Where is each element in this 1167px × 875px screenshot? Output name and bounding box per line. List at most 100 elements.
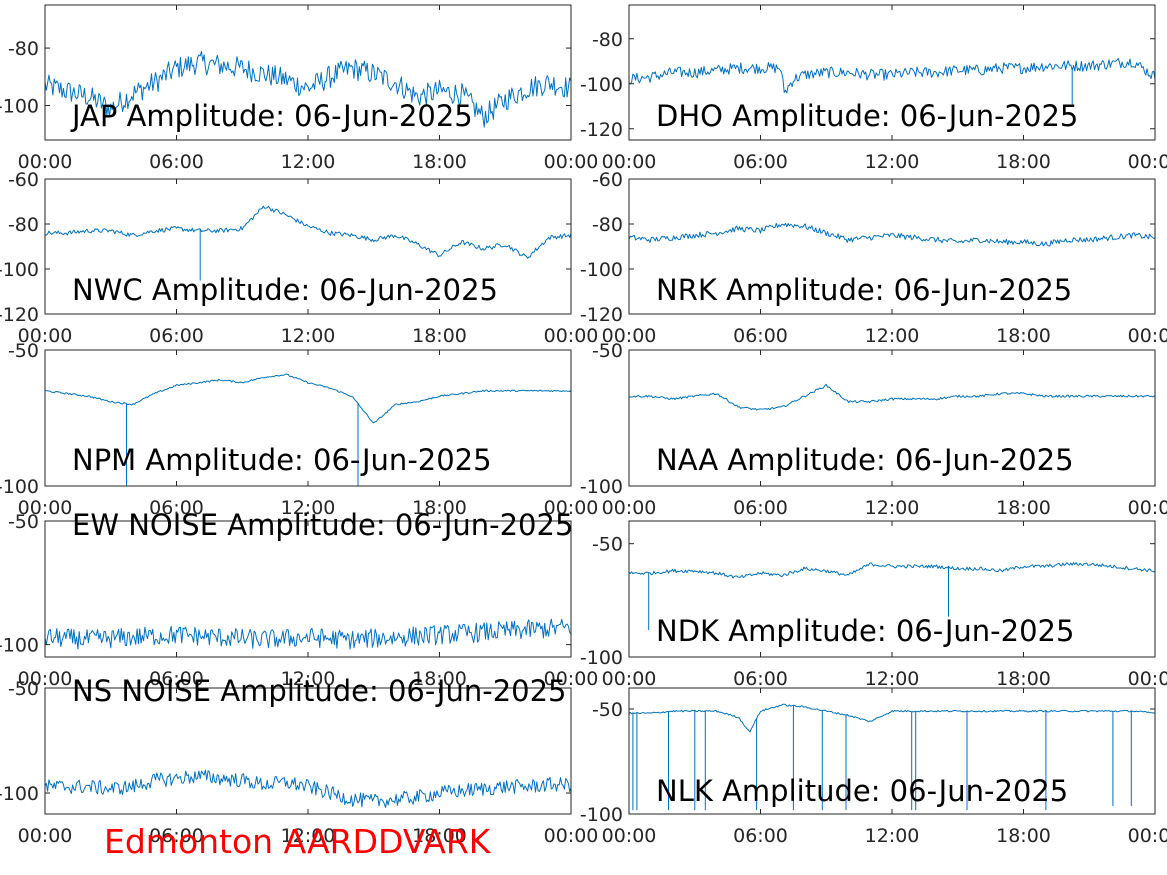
x-tick-label: 18:00 bbox=[996, 325, 1051, 347]
x-tick-label: 00:00 bbox=[1128, 151, 1167, 173]
y-tick-label: -100 bbox=[0, 259, 39, 281]
series-line bbox=[45, 373, 571, 486]
x-tick-label: 00:00 bbox=[602, 668, 657, 690]
panel-title: NDK Amplitude: 06-Jun-2025 bbox=[656, 614, 1074, 648]
y-tick-label: -100 bbox=[580, 476, 623, 498]
series-line bbox=[45, 205, 571, 281]
x-tick-label: 18:00 bbox=[996, 151, 1051, 173]
y-tick-label: -80 bbox=[8, 214, 39, 236]
x-tick-label: 18:00 bbox=[996, 825, 1051, 847]
x-tick-label: 06:00 bbox=[733, 325, 788, 347]
x-tick-label: 06:00 bbox=[149, 151, 204, 173]
footer-station-label: Edmonton AARDDVARK bbox=[104, 822, 492, 861]
x-tick-label: 00:00 bbox=[602, 825, 657, 847]
x-tick-label: 12:00 bbox=[865, 151, 920, 173]
series-line bbox=[629, 57, 1155, 105]
x-tick-label: 12:00 bbox=[281, 151, 336, 173]
panel-7: -50 -100 00:00 06:00 12:00 18:00 00:00 EW NOISE… bbox=[0, 508, 598, 690]
x-tick-label: 06:00 bbox=[149, 325, 204, 347]
x-tick-label: 12:00 bbox=[865, 497, 920, 519]
panel-title: JAP Amplitude: 06-Jun-2025 bbox=[70, 99, 473, 133]
panel-title: NS NOISE Amplitude: 06-Jun-2025 bbox=[72, 674, 567, 708]
y-tick-label: -50 bbox=[8, 340, 39, 362]
x-tick-label: 12:00 bbox=[865, 825, 920, 847]
panel-title: EW NOISE Amplitude: 06-Jun-2025 bbox=[72, 508, 573, 542]
y-tick-label: -120 bbox=[580, 304, 623, 326]
x-tick-label: 06:00 bbox=[733, 668, 788, 690]
series-line bbox=[629, 222, 1155, 247]
x-tick-label: 00:00 bbox=[18, 668, 73, 690]
x-tick-label: 00:00 bbox=[18, 497, 73, 519]
panel-title: NPM Amplitude: 06-Jun-2025 bbox=[72, 443, 492, 477]
x-tick-label: 06:00 bbox=[733, 497, 788, 519]
x-tick-label: 00:00 bbox=[602, 325, 657, 347]
panel-title: NWC Amplitude: 06-Jun-2025 bbox=[72, 273, 498, 307]
panel-9: -50 -100 00:00 06:00 12:00 18:00 00:00 NS NOISE… bbox=[0, 674, 598, 847]
y-tick-label: -80 bbox=[592, 29, 623, 51]
x-tick-label: 00:00 bbox=[18, 825, 73, 847]
panel-title: NAA Amplitude: 06-Jun-2025 bbox=[656, 443, 1074, 477]
x-tick-label: 06:00 bbox=[733, 151, 788, 173]
x-tick-label: 00:00 bbox=[602, 497, 657, 519]
y-tick-label: -50 bbox=[592, 534, 623, 556]
x-tick-label: 00:00 bbox=[602, 151, 657, 173]
y-tick-label: -100 bbox=[0, 783, 39, 805]
y-tick-label: -100 bbox=[0, 635, 39, 657]
x-tick-label: 00:00 bbox=[1128, 497, 1167, 519]
x-tick-label: 18:00 bbox=[412, 825, 467, 847]
x-tick-label: 00:00 bbox=[18, 325, 73, 347]
series-line bbox=[629, 383, 1155, 411]
series-line bbox=[45, 50, 571, 128]
x-tick-label: 00:00 bbox=[544, 825, 599, 847]
x-tick-label: 12:00 bbox=[281, 497, 336, 519]
y-tick-label: -120 bbox=[0, 304, 39, 326]
x-tick-label: 12:00 bbox=[281, 668, 336, 690]
x-tick-label: 18:00 bbox=[412, 325, 467, 347]
x-tick-label: 06:00 bbox=[149, 497, 204, 519]
x-tick-label: 00:00 bbox=[18, 151, 73, 173]
x-tick-label: 18:00 bbox=[412, 497, 467, 519]
y-tick-label: -50 bbox=[8, 678, 39, 700]
panel-4: -60-80-100-12000:0006:0012:0018:0000:00N… bbox=[580, 169, 1167, 347]
y-tick-label: -50 bbox=[8, 511, 39, 533]
x-tick-label: 12:00 bbox=[865, 668, 920, 690]
x-tick-label: 18:00 bbox=[996, 668, 1051, 690]
y-tick-label: -100 bbox=[580, 259, 623, 281]
panel-1: -80 -100 00:00 06:00 12:00 18:00 00:00 JAP Ampl… bbox=[0, 4, 599, 173]
x-tick-label: 06:00 bbox=[733, 825, 788, 847]
y-tick-label: -100 bbox=[0, 476, 39, 498]
x-tick-label: 00:00 bbox=[544, 497, 599, 519]
y-tick-label: -60 bbox=[8, 169, 39, 191]
series-line bbox=[45, 618, 571, 650]
x-tick-label: 12:00 bbox=[281, 325, 336, 347]
x-tick-label: 00:00 bbox=[1128, 325, 1167, 347]
y-tick-label: -100 bbox=[0, 96, 39, 118]
y-tick-label: -60 bbox=[592, 169, 623, 191]
x-tick-label: 00:00 bbox=[544, 668, 599, 690]
panel-2: -80 -100 -120 00:00 06:00 12:00 18:00 00:00 DHO … bbox=[580, 4, 1167, 173]
panel-title: NLK Amplitude: 06-Jun-2025 bbox=[656, 774, 1068, 808]
x-tick-label: 18:00 bbox=[996, 497, 1051, 519]
x-tick-label: 00:00 bbox=[1128, 825, 1167, 847]
x-tick-label: 06:00 bbox=[149, 825, 204, 847]
y-tick-label: -80 bbox=[592, 214, 623, 236]
x-tick-label: 00:00 bbox=[544, 325, 599, 347]
y-tick-label: -50 bbox=[592, 699, 623, 721]
y-tick-label: -50 bbox=[592, 340, 623, 362]
panel-title: DHO Amplitude: 06-Jun-2025 bbox=[656, 99, 1078, 133]
x-tick-label: 12:00 bbox=[865, 325, 920, 347]
y-tick-label: -100 bbox=[580, 647, 623, 669]
x-tick-label: 18:00 bbox=[412, 151, 467, 173]
y-tick-label: -80 bbox=[8, 38, 39, 60]
series-line bbox=[629, 562, 1155, 631]
x-tick-label: 00:00 bbox=[544, 151, 599, 173]
x-tick-label: 06:00 bbox=[149, 668, 204, 690]
y-tick-label: -100 bbox=[580, 74, 623, 96]
y-tick-label: -120 bbox=[580, 119, 623, 141]
